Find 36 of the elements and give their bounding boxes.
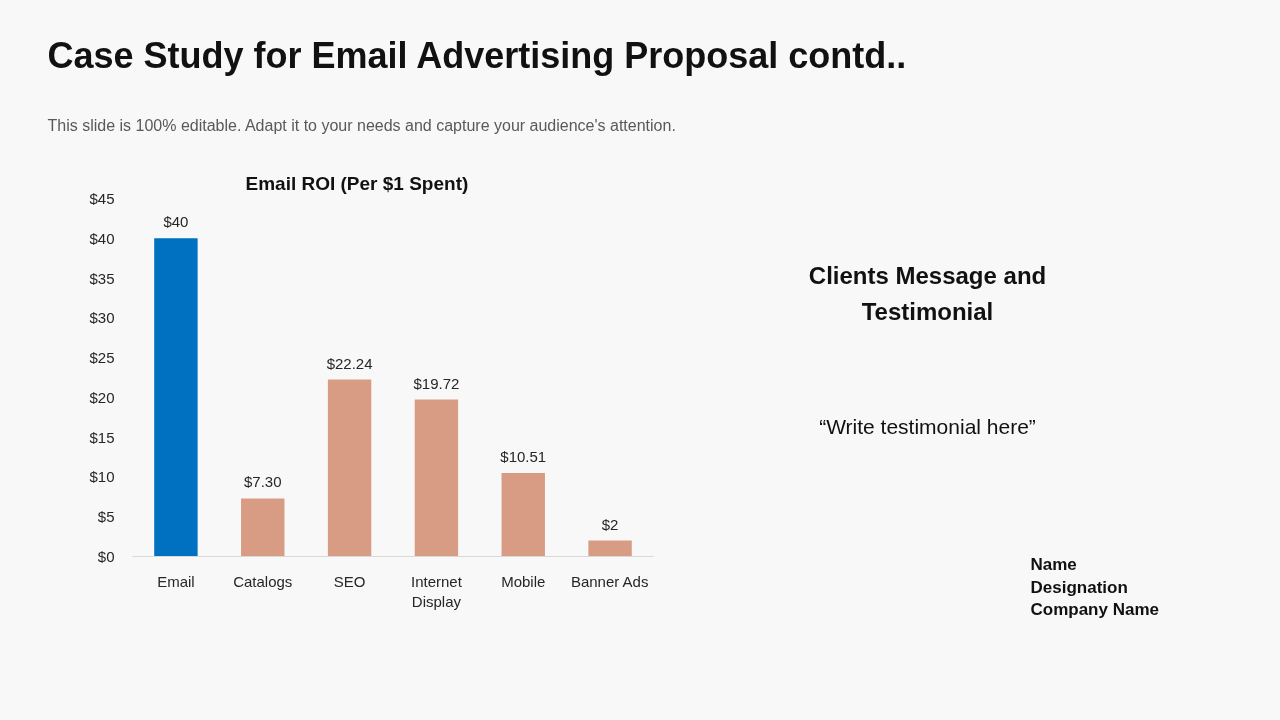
y-tick-label: $40 (89, 229, 115, 247)
data-label: $10.51 (500, 447, 547, 465)
x-tick-label: Catalogs (233, 572, 293, 590)
y-tick-label: $25 (89, 349, 115, 367)
text: Company Name (1030, 600, 1159, 619)
bar (414, 399, 459, 557)
y-tick-label: $30 (89, 309, 115, 327)
text: Designation (1030, 577, 1128, 597)
data-label: $7.30 (243, 473, 282, 491)
x-tick-label: SEO (333, 572, 366, 590)
y-tick-label: $35 (89, 269, 115, 287)
data-label: $40 (163, 213, 189, 231)
y-tick-label: $15 (89, 428, 115, 446)
x-tick-label: Mobile (501, 572, 546, 590)
x-tick-label: Internet Display (410, 572, 463, 610)
y-tick-label: $0 (97, 548, 115, 565)
text: “Write testimonial here” (819, 415, 1036, 438)
chart-title: Email ROI (Per $1 Spent) (245, 172, 469, 194)
y-tick-label: $5 (97, 508, 115, 526)
text: Case Study for Email Advertising Proposal contd.. (47, 35, 907, 76)
data-label: $2 (601, 515, 619, 533)
text: This slide is 100% editable. Adapt it to your needs and capture your audience's attention. (47, 117, 676, 134)
text: Clients Message and Testimonial (808, 262, 1047, 325)
bar (501, 472, 545, 557)
y-tick-label: $45 (89, 190, 115, 207)
x-tick-label: Banner Ads (570, 572, 649, 590)
bar (241, 498, 285, 557)
bar (327, 379, 372, 557)
y-tick-label: $20 (89, 388, 115, 406)
bar (154, 238, 198, 557)
x-tick-label: Email (157, 572, 195, 590)
data-label: $22.24 (326, 354, 373, 372)
data-label: $19.72 (413, 374, 460, 392)
y-tick-label: $10 (89, 468, 115, 486)
text: Name (1030, 555, 1077, 574)
bar (588, 540, 632, 557)
